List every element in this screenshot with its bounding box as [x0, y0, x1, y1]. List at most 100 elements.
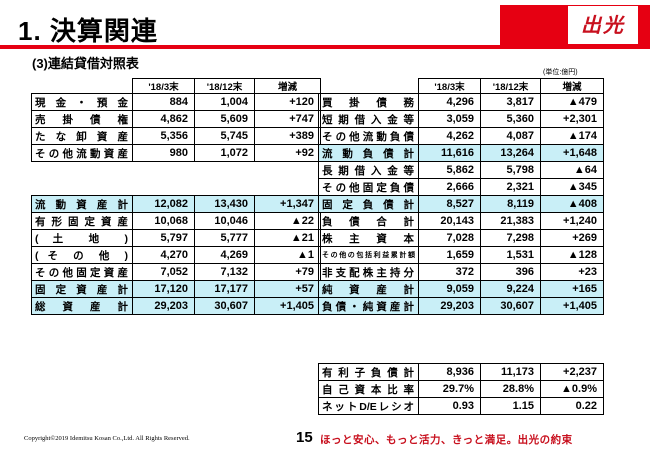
liabilities-table: '18/3末 '18/12末 増減買 掛 債 務 4,296 3,817 ▲479 短期借入…: [318, 78, 604, 315]
assets-row-change: +79: [254, 263, 321, 281]
liabilities-row-change: +165: [540, 280, 604, 298]
liabilities-row-value-1812: 2,321: [480, 178, 541, 196]
assets-row-label: 有形固定資産: [31, 212, 133, 230]
liabilities-row-value-1812: 5,798: [480, 161, 541, 179]
assets-row-value-1803: 5,797: [132, 229, 195, 247]
ratio-row: 自己資本比率 29.7% 28.8% ▲0.9%: [318, 380, 604, 398]
liabilities-row-change: ▲479: [540, 93, 604, 111]
liabilities-row: 負債・純資産計 29,203 30,607 +1,405: [318, 297, 604, 315]
liabilities-row-value-1803: 4,262: [418, 127, 481, 145]
assets-header-label: [31, 78, 133, 94]
assets-row-value-1803: 17,120: [132, 280, 195, 298]
liabilities-row-label: その他流動負債: [318, 127, 419, 145]
liabilities-row-value-1803: 29,203: [418, 297, 481, 315]
assets-row-label: ( 土 地 ): [31, 229, 133, 247]
page-title: 1. 決算関連: [18, 16, 158, 46]
assets-row-value-1812: 4,269: [194, 246, 255, 264]
assets-row-value-1803: 7,052: [132, 263, 195, 281]
assets-spacer-cell: [133, 162, 195, 179]
liabilities-row-value-1803: 8,527: [418, 195, 481, 213]
assets-row: 総 資 産 計 29,203 30,607 +1,405: [31, 297, 321, 315]
assets-row-value-1812: 7,132: [194, 263, 255, 281]
assets-row: ( 土 地 ) 5,797 5,777 ▲21: [31, 229, 321, 247]
assets-row-label: 総 資 産 計: [31, 297, 133, 315]
liabilities-row-value-1812: 396: [480, 263, 541, 281]
liabilities-row-value-1812: 3,817: [480, 93, 541, 111]
liabilities-row-change: ▲345: [540, 178, 604, 196]
liabilities-row-value-1803: 5,862: [418, 161, 481, 179]
liabilities-row-change: +1,240: [540, 212, 604, 230]
liabilities-row: 負 債 合 計 20,143 21,383 +1,240: [318, 212, 604, 230]
liabilities-row-label: その他固定負債: [318, 178, 419, 196]
assets-row: た な 卸 資 産 5,356 5,745 +389: [31, 127, 321, 145]
assets-row-value-1812: 1,072: [194, 144, 255, 162]
ratio-row-label: ネットD/Eレシオ: [318, 397, 419, 415]
liabilities-row-label: 短期借入金等: [318, 110, 419, 128]
assets-row-value-1803: 10,068: [132, 212, 195, 230]
assets-row-label: 現 金 ・ 預 金: [31, 93, 133, 111]
assets-spacer-cell: [195, 179, 255, 196]
copyright-text: Copyright©2019 Idemitsu Kosan Co.,Ltd. A…: [24, 435, 190, 442]
assets-header-col3: 増減: [254, 78, 321, 94]
assets-spacer-cell: [32, 162, 133, 179]
liabilities-row-label: 長期借入金等: [318, 161, 419, 179]
assets-row-value-1812: 5,745: [194, 127, 255, 145]
liabilities-row-change: ▲174: [540, 127, 604, 145]
ratio-row-value-1803: 0.93: [418, 397, 481, 415]
liabilities-row: 短期借入金等 3,059 5,360 +2,301: [318, 110, 604, 128]
liabilities-header-label: [318, 78, 419, 94]
assets-row-label: その他固定資産: [31, 263, 133, 281]
liabilities-row-value-1803: 372: [418, 263, 481, 281]
assets-row-value-1812: 5,609: [194, 110, 255, 128]
assets-spacer-cell: [133, 179, 195, 196]
liabilities-row: 株 主 資 本 7,028 7,298 +269: [318, 229, 604, 247]
ratio-row-label: 自己資本比率: [318, 380, 419, 398]
assets-row: [32, 162, 321, 179]
assets-row-label: ( そ の 他 ): [31, 246, 133, 264]
assets-row-label: た な 卸 資 産: [31, 127, 133, 145]
unit-note: (単位:億円): [543, 69, 578, 76]
liabilities-row-value-1812: 5,360: [480, 110, 541, 128]
assets-row-value-1803: 980: [132, 144, 195, 162]
liabilities-row-value-1803: 3,059: [418, 110, 481, 128]
liabilities-row-label: 負 債 合 計: [318, 212, 419, 230]
ratio-row-value-1812: 1.15: [480, 397, 541, 415]
assets-row-value-1812: 10,046: [194, 212, 255, 230]
liabilities-header-col2: '18/12末: [480, 78, 541, 94]
assets-row: その他固定資産 7,052 7,132 +79: [31, 263, 321, 281]
liabilities-row-change: ▲128: [540, 246, 604, 264]
liabilities-row: 純 資 産 計 9,059 9,224 +165: [318, 280, 604, 298]
assets-row: 流 動 資 産 計 12,082 13,430 +1,347: [31, 195, 321, 213]
liabilities-row-value-1803: 7,028: [418, 229, 481, 247]
liabilities-header-col3: 増減: [540, 78, 604, 94]
liabilities-row-value-1803: 11,616: [418, 144, 481, 162]
assets-row-change: ▲1: [254, 246, 321, 264]
ratio-row-value-1803: 8,936: [418, 363, 481, 381]
liabilities-row-label: 負債・純資産計: [318, 297, 419, 315]
liabilities-row: 流 動 負 債 計 11,616 13,264 +1,648: [318, 144, 604, 162]
assets-header-col2: '18/12末: [194, 78, 255, 94]
assets-header-col1: '18/3末: [132, 78, 195, 94]
liabilities-row-label: 固 定 負 債 計: [318, 195, 419, 213]
liabilities-row-label: 株 主 資 本: [318, 229, 419, 247]
liabilities-row-value-1812: 4,087: [480, 127, 541, 145]
assets-row-label: 売 掛 債 権: [31, 110, 133, 128]
assets-spacer-cell: [255, 162, 321, 179]
ratio-row: ネットD/Eレシオ 0.93 1.15 0.22: [318, 397, 604, 415]
liabilities-row-label: 買 掛 債 務: [318, 93, 419, 111]
ratio-table: 有利子負債計 8,936 11,173 +2,237 自己資本比率 29.7% 28.8% ▲…: [318, 363, 604, 415]
ratio-row-change: 0.22: [540, 397, 604, 415]
assets-row-value-1803: 4,862: [132, 110, 195, 128]
assets-row: ( そ の 他 ) 4,270 4,269 ▲1: [31, 246, 321, 264]
ratio-row: 有利子負債計 8,936 11,173 +2,237: [318, 363, 604, 381]
liabilities-header-row: '18/3末 '18/12末 増減: [318, 78, 604, 94]
assets-row-value-1812: 17,177: [194, 280, 255, 298]
assets-row-value-1812: 13,430: [194, 195, 255, 213]
assets-row-value-1812: 30,607: [194, 297, 255, 315]
liabilities-row: 長期借入金等 5,862 5,798 ▲64: [318, 161, 604, 179]
liabilities-row-value-1812: 9,224: [480, 280, 541, 298]
liabilities-row: その他固定負債 2,666 2,321 ▲345: [318, 178, 604, 196]
liabilities-row-value-1812: 30,607: [480, 297, 541, 315]
assets-row-change: ▲22: [254, 212, 321, 230]
assets-spacer-cell: [195, 162, 255, 179]
